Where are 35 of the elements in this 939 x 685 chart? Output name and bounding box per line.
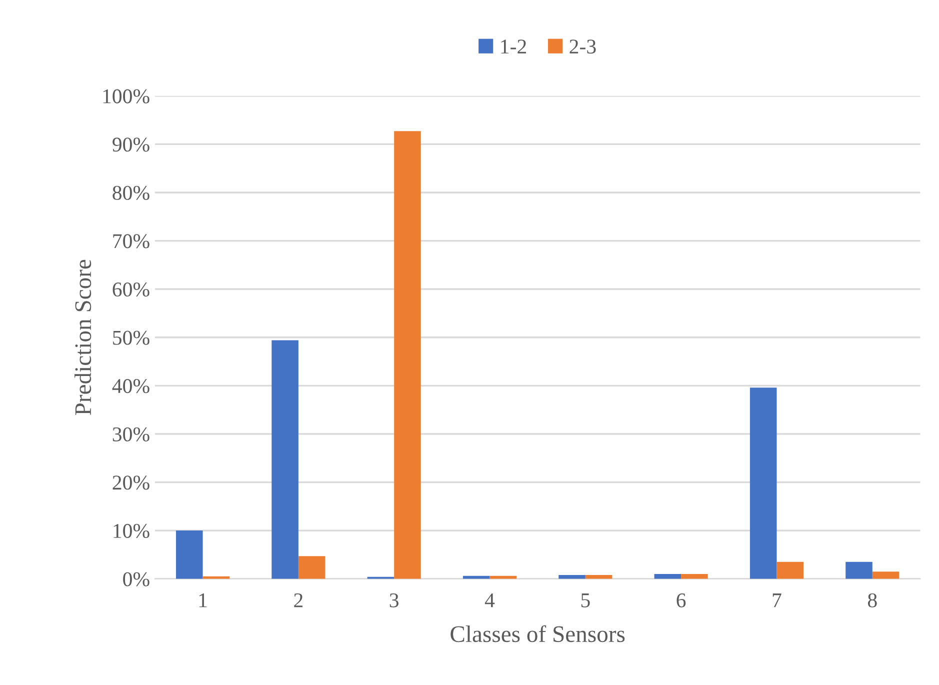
y-tick-label: 50% (113, 330, 150, 345)
x-tick-label: 2 (294, 593, 302, 608)
bar (846, 562, 872, 579)
y-axis-title: Prediction Score (74, 260, 92, 416)
bar (272, 340, 298, 579)
x-tick-label: 5 (581, 594, 590, 608)
x-tick-label: 6 (676, 593, 686, 608)
x-tick-label: 3 (390, 593, 398, 608)
bar (298, 556, 326, 579)
bar (654, 574, 682, 579)
bar (681, 574, 708, 579)
legend-label: 2-3 (570, 40, 596, 54)
y-tick-label: 90% (112, 138, 150, 152)
x-axis-title: Classes of Sensors (450, 625, 625, 642)
y-tick-label: 0% (123, 572, 150, 586)
y-tick-label: 10% (114, 524, 150, 538)
y-tick-label: 70% (113, 234, 150, 248)
y-tick-label: 100% (103, 89, 150, 104)
x-tick-label: 4 (484, 593, 495, 608)
y-tick-label: 40% (112, 379, 150, 394)
y-tick-label: 60% (112, 282, 150, 297)
bar (394, 131, 421, 579)
bar (558, 574, 586, 579)
bar (776, 562, 804, 579)
bar (176, 530, 203, 579)
x-tick-label: 7 (772, 594, 782, 608)
bar (872, 572, 900, 579)
bar (750, 388, 777, 579)
y-tick-label: 80% (112, 186, 150, 200)
bar (585, 574, 612, 579)
x-tick-label: 1 (199, 593, 207, 608)
y-tick-label: 30% (112, 427, 150, 442)
legend-label: 1-2 (501, 40, 526, 54)
y-tick-label: 20% (112, 476, 150, 490)
x-tick-label: 8 (868, 593, 877, 608)
